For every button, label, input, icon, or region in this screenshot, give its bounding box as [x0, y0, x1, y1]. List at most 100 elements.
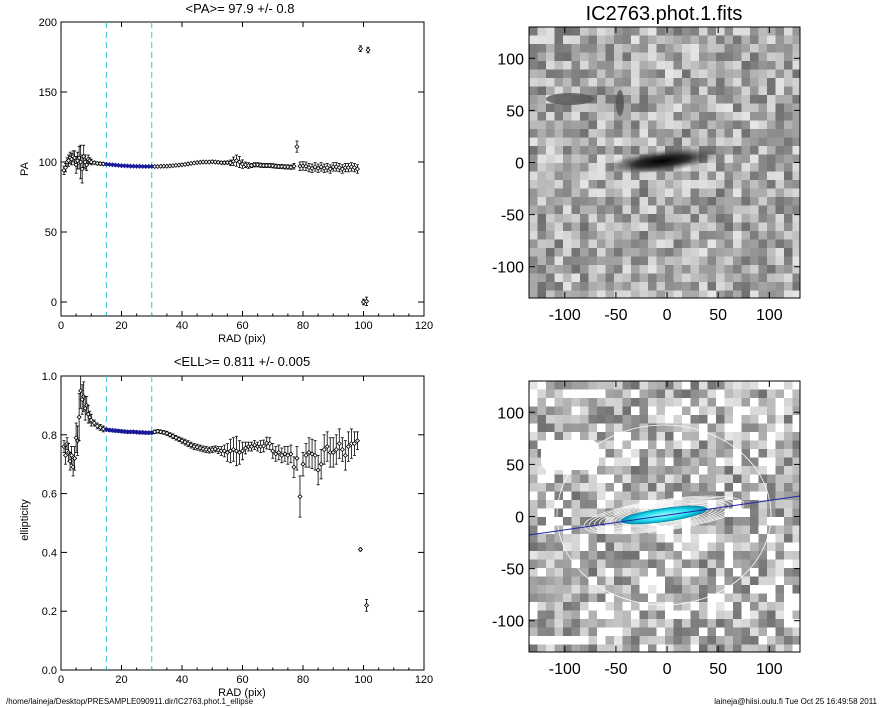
ellipse-fit-image-y-tick-label: 50	[506, 457, 524, 474]
pa-data-point	[233, 154, 240, 167]
ellipticity-data-point	[81, 381, 87, 412]
ellipticity-data-point	[300, 452, 306, 477]
outer-isophote-ellipse	[556, 424, 772, 606]
pa-x-tick-label: 20	[115, 320, 127, 332]
masked-region	[541, 440, 599, 470]
ellipticity-data-point	[306, 437, 312, 468]
ellipticity-data-point	[128, 429, 134, 435]
ellipticity-y-tick-label: 1.0	[42, 371, 57, 383]
pa-data-point	[312, 162, 318, 172]
ellipticity-profile-plot: <ELL>= 0.811 +/- 0.005 RAD (pix) ellipti…	[19, 354, 433, 699]
pa-data-point	[315, 163, 321, 173]
pa-data-point	[73, 155, 79, 174]
ellipse-fit-image-x-tick-label: 100	[756, 661, 783, 678]
ellipticity-y-tick-label: 0.0	[42, 665, 57, 677]
ellipticity-data-point	[330, 437, 336, 468]
ellipticity-data-point	[324, 431, 330, 462]
pa-data-point	[137, 163, 143, 169]
pa-data-point	[124, 163, 131, 169]
ellipse-fit-image-axes: -100 -50 0 50 100 100 50 0 -50 -100	[492, 381, 800, 678]
ellipticity-data-point	[363, 599, 370, 612]
ellipticity-data-point	[233, 435, 240, 467]
ellipticity-data-point	[345, 431, 351, 462]
ellipticity-data-point	[176, 436, 182, 442]
ellipticity-data-point	[267, 437, 273, 450]
pa-plot-title: <PA>= 97.9 +/- 0.8	[186, 1, 295, 16]
pa-data-point	[303, 161, 309, 171]
pa-x-tick-label: 60	[236, 320, 248, 332]
pa-data-point	[270, 163, 276, 169]
ellipticity-plot-frame	[60, 375, 425, 671]
pa-x-tick-label: 120	[415, 320, 433, 332]
ellipticity-data-point	[188, 441, 194, 449]
ellipticity-data-point	[112, 428, 119, 434]
ellipticity-x-tick-label: 120	[415, 674, 433, 686]
pa-x-tick-label: 40	[176, 320, 188, 332]
ellipticity-data-point	[282, 446, 288, 462]
ellipticity-data-point	[354, 431, 361, 450]
pa-data-point	[327, 164, 333, 174]
star-blob	[616, 90, 624, 116]
ellipticity-axes: 0 20 40 60 80 100 120 0.0 0.2 0.4 0.6 0.8 1.0	[42, 371, 433, 686]
ellipticity-data-point	[252, 440, 258, 450]
ellipticity-data-point	[242, 441, 249, 455]
pa-data-point	[365, 46, 371, 54]
ellipticity-data-point	[333, 434, 339, 465]
galaxy-image-y-tick-label: 0	[515, 156, 524, 173]
ellipticity-data-point	[94, 422, 100, 430]
ellipticity-x-tick-label: 40	[176, 674, 188, 686]
ellipticity-data-point	[64, 437, 70, 450]
ellipticity-data-point	[336, 428, 342, 459]
pa-data-point	[255, 162, 261, 168]
pa-x-tick-label: 100	[354, 320, 372, 332]
pa-data-point	[155, 163, 161, 170]
pa-y-tick-label: 100	[39, 157, 57, 169]
ellipticity-data-point	[91, 419, 97, 427]
ellipticity-data-point	[118, 428, 125, 434]
ellipticity-data-point	[62, 446, 69, 465]
pa-data-point	[94, 160, 100, 166]
ellipticity-y-tick-label: 0.2	[42, 606, 57, 618]
ellipse-fit-image-y-tick-label: -50	[501, 562, 524, 579]
ellipticity-data-point	[218, 446, 224, 456]
ellipticity-data-point	[124, 429, 131, 435]
ellipticity-data-point	[261, 439, 267, 453]
galaxy-image-x-tick-label: 0	[663, 307, 672, 324]
pa-data-point	[363, 296, 370, 306]
pa-data-point	[351, 162, 357, 173]
ellipticity-data-point	[69, 446, 75, 465]
ellipse-fit-image-panel: -100 -50 0 50 100 100 50 0 -50 -100	[492, 380, 801, 678]
ellipticity-data-point	[72, 446, 78, 471]
ellipticity-y-tick-label: 0.4	[42, 547, 57, 559]
footer-user-timestamp: laineja@hiisi.oulu.fi Tue Oct 25 16:49:5…	[714, 697, 877, 706]
ellipticity-data-point	[84, 396, 90, 415]
ellipticity-data-point	[357, 546, 364, 553]
pa-y-tick-label: 200	[39, 17, 57, 29]
galaxy-image-y-tick-label: -100	[492, 260, 524, 277]
ellipticity-data-point	[273, 446, 279, 462]
companion-blob	[546, 93, 594, 105]
pa-data-point	[309, 163, 315, 173]
ellipticity-data-point	[351, 431, 357, 456]
galaxy-blob	[604, 147, 720, 175]
pa-data-point	[146, 163, 152, 170]
pa-data-point	[300, 161, 306, 171]
pa-data-point	[143, 163, 149, 170]
ellipticity-y-tick-label: 0.8	[42, 430, 57, 442]
ellipse-fit-image-x-tick-label: 50	[709, 661, 727, 678]
pa-data-point	[109, 162, 115, 168]
pa-profile-plot: <PA>= 97.9 +/- 0.8 RAD (pix) PA 0 20 40 60 8…	[19, 1, 433, 345]
galaxy-image-y-tick-label: 50	[506, 103, 524, 120]
pa-axes: 0 20 40 60 80 100 120 0 50 100 150 200	[39, 17, 434, 332]
pa-data-point	[62, 162, 69, 173]
pa-data-point	[215, 159, 221, 165]
ellipticity-data-point	[140, 429, 146, 436]
ellipticity-data-points	[61, 375, 370, 612]
ellipticity-data-point	[249, 441, 255, 452]
ellipticity-data-point	[227, 438, 233, 464]
pa-data-point	[78, 144, 84, 180]
masked-image-pixels	[529, 381, 800, 652]
ellipse-fit-image-y-tick-label: 100	[497, 405, 524, 422]
pa-data-point	[354, 164, 361, 174]
ellipticity-data-point	[288, 444, 294, 464]
